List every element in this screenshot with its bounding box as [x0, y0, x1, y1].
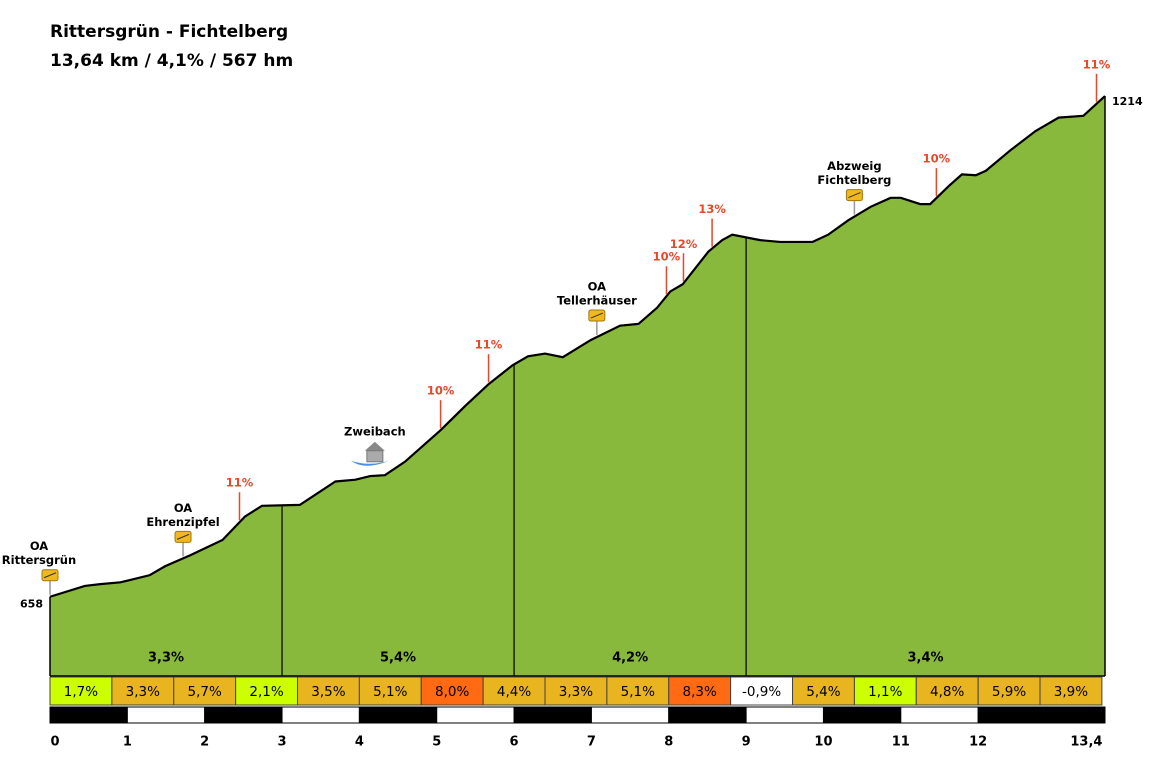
chart-title: Rittersgrün - Fichtelberg: [50, 22, 288, 42]
segment-box: [730, 676, 794, 706]
x-tick-label: 11: [892, 735, 910, 750]
place-label: OA: [588, 280, 606, 294]
x-tick-label: 6: [510, 735, 519, 750]
segment-box: [915, 676, 979, 706]
x-tick-label: 9: [742, 735, 751, 750]
segment-label: 1,1%: [868, 684, 902, 700]
place-label: Ehrenzipfel: [146, 515, 219, 529]
sign-strike: [43, 572, 57, 579]
place-label: OA: [30, 539, 48, 553]
km-bar: [49, 706, 128, 724]
segment-label: 2,1%: [249, 684, 283, 700]
chart-subtitle: 13,64 km / 4,1% / 567 hm: [50, 51, 293, 71]
sign-strike: [176, 533, 190, 540]
segment-label: -0,9%: [742, 684, 781, 700]
profile-line: [49, 95, 1106, 598]
x-tick-label: 3: [278, 735, 287, 750]
x-tick-label: 10: [814, 735, 832, 750]
km-bar: [900, 706, 979, 724]
place-label: Tellerhäuser: [557, 294, 637, 308]
segment-box: [1039, 676, 1103, 706]
gradient-label: 10%: [427, 384, 455, 398]
segment-label: 4,8%: [930, 684, 964, 700]
x-tick-label: 0: [50, 735, 59, 750]
place-label: Zweibach: [344, 424, 406, 438]
sign-strike: [848, 192, 861, 199]
end-elevation: 1214: [1112, 95, 1143, 108]
x-tick-label: 8: [664, 735, 673, 750]
segment-label: 5,9%: [992, 684, 1026, 700]
segment-box: [235, 676, 299, 706]
km-bar: [204, 706, 283, 724]
x-tick-label: 5: [432, 735, 441, 750]
profile-area: [50, 96, 1105, 677]
x-tick-label: 12: [969, 735, 987, 750]
segment-box: [544, 676, 608, 706]
x-tick-label: 1: [123, 735, 132, 750]
segment-label: 3,5%: [311, 684, 345, 700]
km-bar: [977, 706, 1106, 724]
x-tick-label: 7: [587, 735, 596, 750]
house-icon: [364, 441, 385, 451]
segment-label: 5,1%: [621, 684, 655, 700]
section-gradient: 4,2%: [612, 651, 648, 666]
x-tick-label: 4: [355, 735, 364, 750]
place-label: Fichtelberg: [817, 173, 891, 187]
segment-label: 5,1%: [373, 684, 407, 700]
segment-label: 4,4%: [497, 684, 531, 700]
km-bar: [436, 706, 515, 724]
place-label: Abzweig: [827, 159, 881, 173]
segment-box: [482, 676, 546, 706]
segment-box: [792, 676, 855, 706]
gradient-label: 11%: [226, 476, 254, 490]
section-gradient: 5,4%: [380, 651, 416, 666]
gradient-label: 13%: [698, 202, 726, 216]
km-bar: [822, 706, 902, 724]
section-gradient: 3,3%: [148, 651, 184, 666]
km-bar: [358, 706, 438, 724]
water-icon: [350, 460, 389, 466]
segment-box: [111, 676, 175, 706]
km-bar: [513, 706, 592, 724]
x-tick-label: 13,4: [1070, 735, 1102, 750]
section-gradient: 3,4%: [908, 651, 944, 666]
segment-label: 3,3%: [126, 684, 160, 700]
segment-label: 1,7%: [64, 684, 98, 700]
start-elevation: 658: [20, 598, 43, 611]
sign-strike: [590, 312, 604, 319]
place-label: OA: [174, 501, 192, 515]
segment-box: [853, 676, 917, 706]
segment-label: 5,7%: [188, 684, 222, 700]
gradient-label: 10%: [923, 152, 951, 166]
km-bar: [590, 706, 670, 724]
x-tick-label: 2: [200, 735, 209, 750]
segment-box: [358, 676, 422, 706]
km-bar: [281, 706, 360, 724]
segment-label: 3,3%: [559, 684, 593, 700]
house-body: [366, 450, 384, 463]
gradient-label: 10%: [653, 250, 681, 264]
segment-label: 8,3%: [683, 684, 717, 700]
segment-label: 8,0%: [435, 684, 469, 700]
place-label: Rittersgrün: [2, 553, 76, 567]
km-bar: [745, 706, 824, 724]
km-bar: [126, 706, 206, 724]
km-bar: [668, 706, 747, 724]
segment-box: [977, 676, 1041, 706]
gradient-label: 11%: [1083, 57, 1111, 71]
gradient-label: 12%: [670, 237, 698, 251]
segment-label: 5,4%: [806, 684, 840, 700]
gradient-label: 11%: [475, 338, 503, 352]
segment-box: [668, 676, 732, 706]
segment-label: 3,9%: [1054, 684, 1088, 700]
